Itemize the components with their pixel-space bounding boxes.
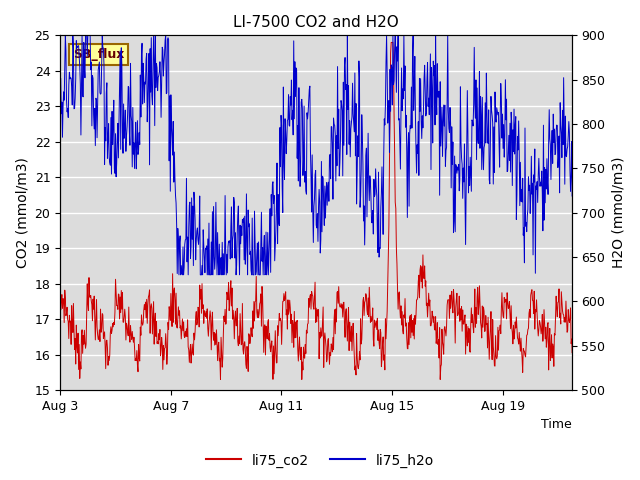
Title: LI-7500 CO2 and H2O: LI-7500 CO2 and H2O bbox=[233, 15, 399, 30]
Legend: li75_co2, li75_h2o: li75_co2, li75_h2o bbox=[200, 448, 440, 473]
Y-axis label: H2O (mmol/m3): H2O (mmol/m3) bbox=[611, 157, 625, 268]
Text: SB_flux: SB_flux bbox=[73, 48, 124, 61]
X-axis label: Time: Time bbox=[541, 419, 572, 432]
Y-axis label: CO2 (mmol/m3): CO2 (mmol/m3) bbox=[15, 157, 29, 268]
